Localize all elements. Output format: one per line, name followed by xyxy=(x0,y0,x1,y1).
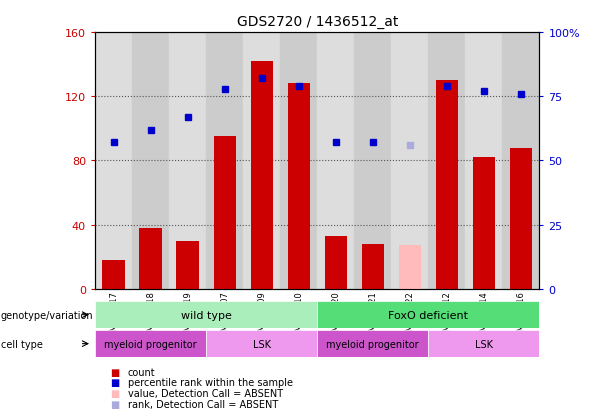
Bar xyxy=(318,330,428,357)
Text: wild type: wild type xyxy=(181,310,232,320)
Bar xyxy=(436,81,458,289)
Text: ■: ■ xyxy=(110,399,120,409)
Bar xyxy=(287,84,310,289)
Text: cell type: cell type xyxy=(1,339,42,349)
Bar xyxy=(243,33,280,289)
Text: LSK: LSK xyxy=(253,339,271,349)
Text: percentile rank within the sample: percentile rank within the sample xyxy=(128,377,292,387)
Text: FoxO deficient: FoxO deficient xyxy=(388,310,468,320)
Bar xyxy=(428,33,465,289)
Text: rank, Detection Call = ABSENT: rank, Detection Call = ABSENT xyxy=(128,399,278,409)
Text: myeloid progenitor: myeloid progenitor xyxy=(104,339,197,349)
Bar xyxy=(169,33,206,289)
Bar xyxy=(95,301,318,328)
Bar xyxy=(465,33,503,289)
Bar xyxy=(362,244,384,289)
Bar xyxy=(503,33,539,289)
Bar xyxy=(206,330,318,357)
Bar xyxy=(473,158,495,289)
Text: ■: ■ xyxy=(110,367,120,377)
Text: value, Detection Call = ABSENT: value, Detection Call = ABSENT xyxy=(128,388,283,398)
Bar xyxy=(391,33,428,289)
Title: GDS2720 / 1436512_at: GDS2720 / 1436512_at xyxy=(237,15,398,29)
Bar xyxy=(177,241,199,289)
Bar xyxy=(354,33,391,289)
Bar xyxy=(325,236,347,289)
Bar xyxy=(95,330,206,357)
Bar xyxy=(102,260,124,289)
Bar xyxy=(318,33,354,289)
Text: ■: ■ xyxy=(110,377,120,387)
Bar xyxy=(318,301,539,328)
Bar xyxy=(428,330,539,357)
Text: myeloid progenitor: myeloid progenitor xyxy=(327,339,419,349)
Bar xyxy=(95,33,132,289)
Bar xyxy=(206,33,243,289)
Text: LSK: LSK xyxy=(475,339,493,349)
Bar xyxy=(213,137,236,289)
Bar xyxy=(251,62,273,289)
Bar xyxy=(510,148,532,289)
Text: ■: ■ xyxy=(110,388,120,398)
Bar xyxy=(398,246,421,289)
Bar xyxy=(132,33,169,289)
Text: genotype/variation: genotype/variation xyxy=(1,310,93,320)
Bar xyxy=(140,228,162,289)
Text: count: count xyxy=(128,367,155,377)
Bar xyxy=(280,33,318,289)
